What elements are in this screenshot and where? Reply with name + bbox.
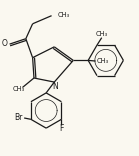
- Text: CH₃: CH₃: [57, 12, 69, 18]
- Text: F: F: [59, 124, 64, 133]
- Text: CH₃: CH₃: [12, 86, 24, 92]
- Text: CH₃: CH₃: [96, 58, 108, 64]
- Text: N: N: [52, 82, 58, 91]
- Text: Br: Br: [14, 113, 22, 122]
- Text: CH₃: CH₃: [96, 31, 108, 37]
- Text: O: O: [2, 39, 8, 48]
